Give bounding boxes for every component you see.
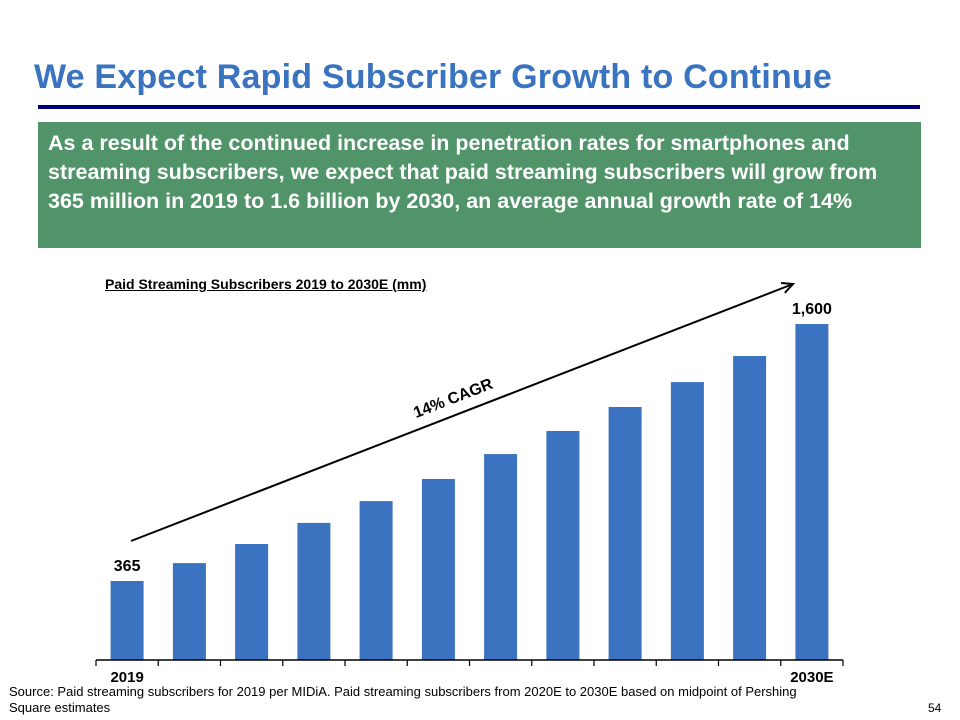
summary-callout: As a result of the continued increase in… <box>38 122 921 248</box>
data-label: 365 <box>114 558 141 575</box>
x-axis <box>95 659 844 666</box>
bar-2028E <box>670 382 704 660</box>
bar-2020E <box>172 563 206 660</box>
bar-2027E <box>608 407 642 660</box>
bar-2030E <box>795 324 829 660</box>
x-tick-label: 2030E <box>790 669 833 686</box>
chart-title: Paid Streaming Subscribers 2019 to 2030E… <box>105 276 427 292</box>
bar-2025E <box>484 454 518 660</box>
x-tick-label: 2019 <box>110 669 143 686</box>
labels-group: 2019 2030E 365 1,600 <box>110 301 833 686</box>
bar-2026E <box>546 431 580 660</box>
cagr-arrow-line <box>130 283 794 542</box>
data-label: 1,600 <box>792 301 832 318</box>
bars-group <box>110 324 829 660</box>
source-footnote: Source: Paid streaming subscribers for 2… <box>9 684 797 715</box>
title-divider <box>38 105 920 109</box>
arrow-head-icon <box>780 282 796 294</box>
page-number: 54 <box>928 701 942 715</box>
bar-2021E <box>235 544 269 660</box>
bar-2024E <box>421 479 455 660</box>
bar-2019 <box>110 581 144 660</box>
bar-2022E <box>297 522 331 660</box>
slide-title: We Expect Rapid Subscriber Growth to Con… <box>34 58 833 96</box>
bar-2029E <box>733 356 767 660</box>
bar-2023E <box>359 501 393 660</box>
